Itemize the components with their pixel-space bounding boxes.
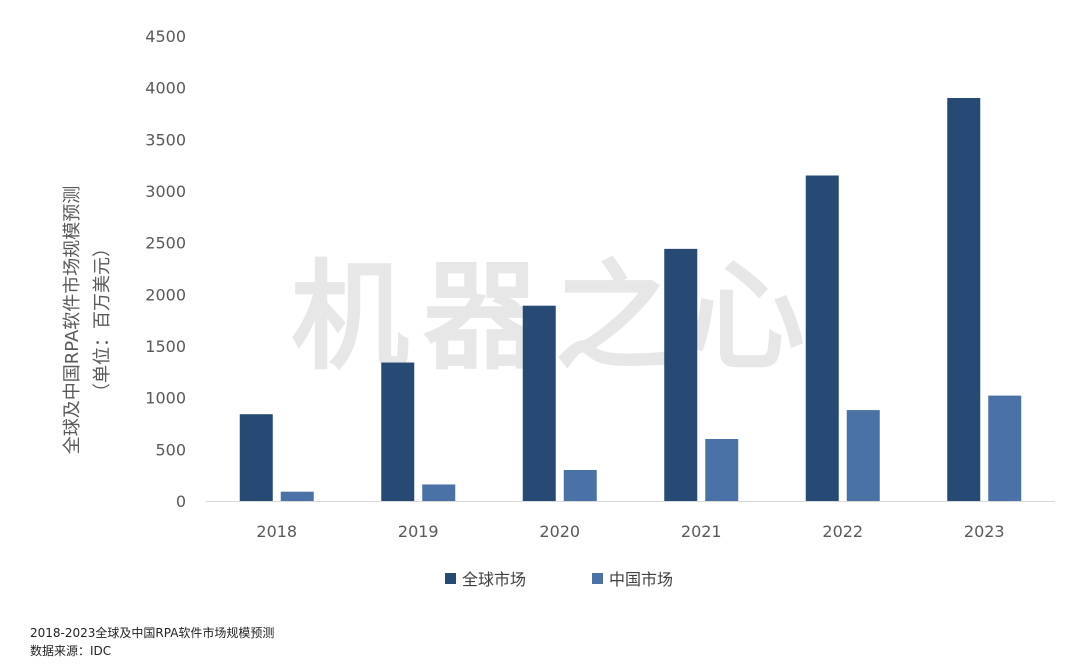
x-tick-label: 2018 <box>256 522 297 541</box>
y-tick-label: 3000 <box>145 182 186 201</box>
chart-caption: 2018-2023全球及中国RPA软件市场规模预测 <box>30 626 275 640</box>
y-axis-label-line: 全球及中国RPA软件市场规模预测 <box>62 186 83 455</box>
bar-global-2022 <box>805 175 839 501</box>
y-tick-label: 0 <box>176 492 186 511</box>
x-tick-label: 2023 <box>964 522 1005 541</box>
y-tick-label: 1500 <box>145 337 186 356</box>
bar-china-2022 <box>846 410 880 501</box>
bar-china-2020 <box>563 470 597 501</box>
y-tick-label: 4500 <box>145 27 186 46</box>
y-tick-label: 1000 <box>145 389 186 408</box>
y-tick-label: 500 <box>155 440 186 459</box>
y-axis-label: 全球及中国RPA软件市场规模预测 （单位：百万美元） <box>62 186 113 455</box>
x-tick-label: 2021 <box>681 522 722 541</box>
x-tick-label: 2022 <box>822 522 863 541</box>
bar-china-2021 <box>705 439 739 501</box>
bars-group <box>239 98 1022 501</box>
bar-china-2023 <box>988 395 1022 501</box>
x-axis-ticks: 2018 2019 2020 2021 2022 2023 <box>256 522 1004 541</box>
x-tick-label: 2020 <box>539 522 580 541</box>
y-axis-label-line: （单位：百万美元） <box>92 239 113 401</box>
bar-chart: 机器之心 05001000150020002500300035004000450… <box>62 27 1055 589</box>
data-source: 数据来源：IDC <box>30 644 112 658</box>
legend-label-global: 全球市场 <box>462 570 526 589</box>
y-tick-label: 3500 <box>145 130 186 149</box>
bar-china-2018 <box>280 491 314 501</box>
bar-china-2019 <box>422 484 456 501</box>
x-tick-label: 2019 <box>398 522 439 541</box>
y-tick-label: 4000 <box>145 79 186 98</box>
legend: 全球市场 中国市场 <box>445 570 673 589</box>
y-axis-ticks: 0 500 1000 1500 2000 2500 3000 3500 4000 4500 <box>145 27 186 511</box>
y-tick-label: 2000 <box>145 285 186 304</box>
y-tick-label: 2500 <box>145 234 186 253</box>
bar-global-2021 <box>664 248 698 501</box>
legend-swatch-china <box>592 573 603 584</box>
bar-global-2020 <box>522 305 556 501</box>
legend-swatch-global <box>445 573 456 584</box>
legend-label-china: 中国市场 <box>609 570 673 589</box>
bar-global-2018 <box>239 414 273 501</box>
bar-global-2023 <box>947 98 981 501</box>
bar-global-2019 <box>381 362 415 501</box>
